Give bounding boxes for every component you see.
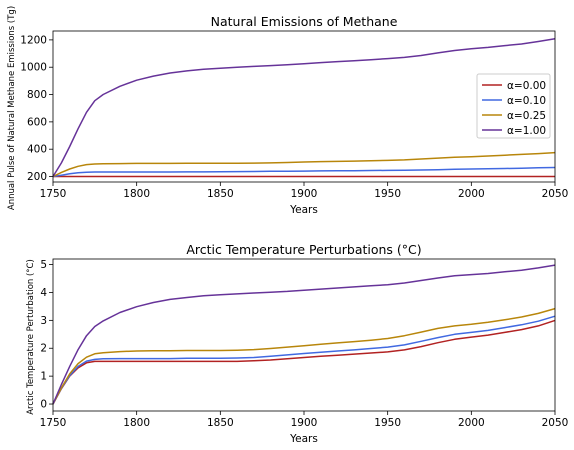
temperature-x-tick-label: 1950 (374, 417, 401, 429)
temperature-y-tick-label: 4 (40, 287, 47, 299)
temperature-y-tick-label: 1 (40, 371, 47, 383)
temperature-x-axis-label: Years (289, 433, 318, 445)
temperature-y-tick-label: 5 (40, 259, 47, 271)
legend: α=0.00 α=0.10 α=0.25 α=1.00 (476, 73, 551, 139)
methane-x-tick-label: 2050 (542, 188, 569, 200)
methane-y-tick-label: 1200 (20, 34, 47, 46)
methane-series-line-3 (52, 38, 556, 177)
methane-x-tick-label: 1750 (40, 188, 67, 200)
temperature-x-tick-label: 1850 (207, 417, 234, 429)
temperature-y-axis-label: Arctic Temperature Perturbation (°C) (26, 259, 36, 415)
methane-x-tick-label: 2000 (458, 188, 485, 200)
methane-chart: Natural Emissions of Methane 1750 1800 185… (7, 6, 568, 216)
methane-series-line-1 (52, 166, 556, 178)
temperature-series-line-0 (52, 319, 556, 405)
methane-x-tick-label: 1900 (291, 188, 318, 200)
methane-y-tick-label: 1000 (20, 62, 47, 74)
temperature-y-tick-label: 2 (40, 343, 47, 355)
temperature-y-tick-label: 3 (40, 315, 47, 327)
legend-label-0: α=0.00 (507, 80, 546, 92)
temperature-x-tick-label: 2000 (458, 417, 485, 429)
legend-label-1: α=0.10 (507, 95, 546, 107)
temperature-x-tick-label: 2050 (542, 417, 569, 429)
temperature-plot-area: 1750 1800 1850 1900 1950 2000 2050 0 1 2 3 4 5 (40, 258, 569, 429)
legend-label-3: α=1.00 (507, 125, 546, 137)
methane-y-tick-label: 800 (27, 89, 47, 101)
methane-series-line-2 (52, 151, 556, 178)
methane-x-axis-label: Years (289, 204, 318, 216)
temperature-series-line-3 (52, 264, 556, 405)
temperature-x-tick-label: 1900 (291, 417, 318, 429)
methane-x-tick-label: 1800 (123, 188, 150, 200)
methane-y-tick-label: 400 (27, 144, 47, 156)
temperature-x-tick-label: 1750 (40, 417, 67, 429)
legend-label-2: α=0.25 (507, 110, 546, 122)
methane-y-tick-label: 600 (27, 116, 47, 128)
temperature-axes-frame (52, 258, 556, 412)
arctic-temperature-chart: Arctic Temperature Perturbations (°C) 17… (26, 242, 568, 445)
methane-chart-title: Natural Emissions of Methane (211, 14, 398, 29)
temperature-chart-title: Arctic Temperature Perturbations (°C) (186, 242, 421, 257)
temperature-series-line-2 (52, 307, 556, 405)
legend-frame (476, 73, 551, 139)
methane-plot-area: 1750 1800 1850 1900 1950 2000 2050 200 400 600 800… (20, 30, 569, 200)
methane-y-axis-label: Annual Pulse of Natural Methane Emission… (7, 6, 17, 210)
temperature-x-tick-label: 1800 (123, 417, 150, 429)
temperature-y-tick-label: 0 (40, 399, 47, 411)
temperature-series-line-1 (52, 315, 556, 405)
methane-x-tick-label: 1950 (374, 188, 401, 200)
methane-x-tick-label: 1850 (207, 188, 234, 200)
methane-y-tick-label: 200 (27, 171, 47, 183)
